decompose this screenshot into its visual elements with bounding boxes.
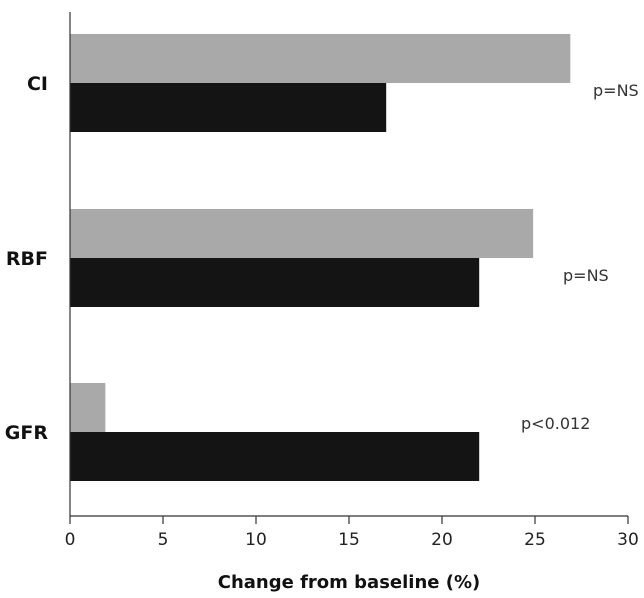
x-tick-label: 10 — [245, 530, 267, 550]
x-tick-label: 15 — [338, 530, 360, 550]
x-axis-label: Change from baseline (%) — [218, 572, 481, 593]
x-ticks: 0 5 10 15 20 25 30 — [65, 516, 639, 550]
annotation-p-value: p=NS — [563, 266, 609, 285]
bar-rbf-series-1 — [70, 209, 534, 258]
bar-gfr-series-1 — [70, 383, 106, 432]
category-label-gfr: GFR — [5, 422, 49, 444]
x-tick-label: 30 — [617, 530, 639, 550]
category-label-ci: CI — [27, 73, 48, 95]
bar-ci-series-1 — [70, 34, 571, 83]
x-tick-label: 5 — [158, 530, 169, 550]
bars-layer — [70, 34, 571, 481]
x-tick-label: 25 — [524, 530, 546, 550]
x-tick-label: 20 — [431, 530, 453, 550]
annotation-p-value: p=NS — [593, 81, 639, 100]
annotation-p-value: p<0.012 — [521, 414, 590, 433]
bar-ci-series-2 — [70, 83, 387, 132]
bar-gfr-series-2 — [70, 432, 480, 481]
x-tick-label: 0 — [65, 530, 76, 550]
category-labels: CI RBF GFR — [5, 73, 49, 444]
annotations: p=NS p=NS p<0.012 — [521, 81, 639, 433]
bar-rbf-series-2 — [70, 258, 480, 307]
category-label-rbf: RBF — [6, 248, 48, 270]
